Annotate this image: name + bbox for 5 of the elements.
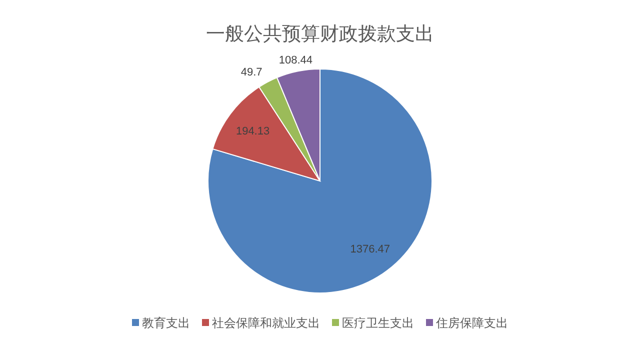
- legend-label: 教育支出: [142, 316, 190, 330]
- title: 一般公共预算财政拨款支出: [206, 24, 434, 45]
- legend-label: 社会保障和就业支出: [212, 316, 320, 330]
- legend-label: 医疗卫生支出: [342, 316, 414, 330]
- legend-label: 住房保障支出: [435, 316, 508, 330]
